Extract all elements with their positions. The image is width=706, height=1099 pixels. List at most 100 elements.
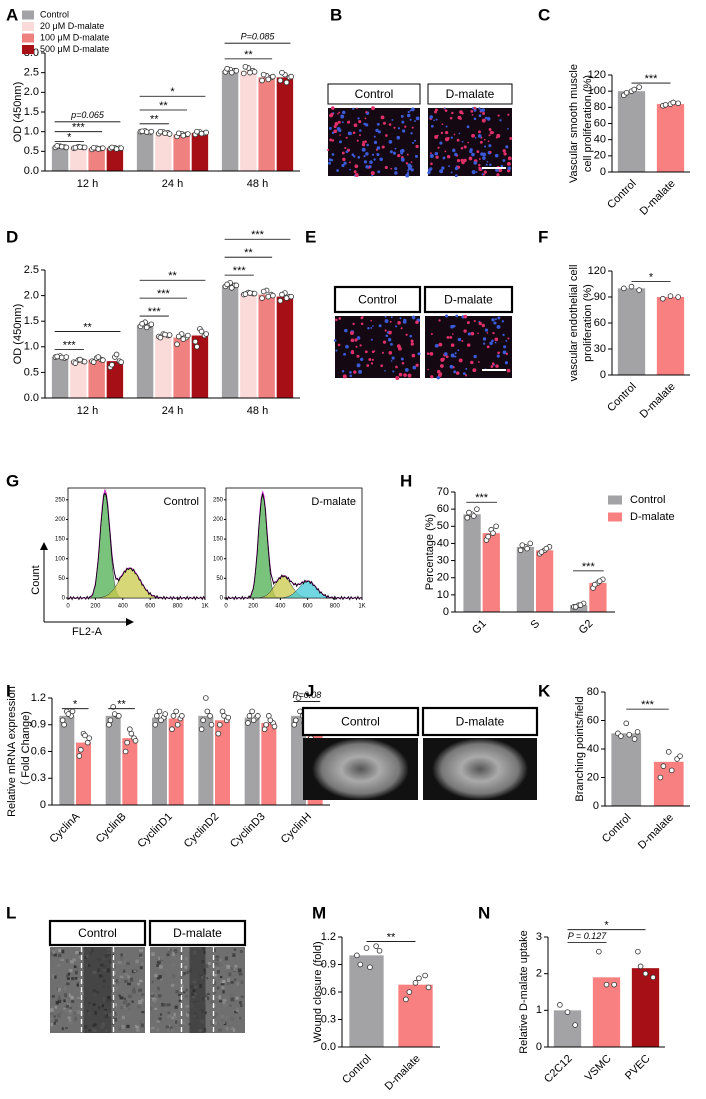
cell	[501, 320, 505, 323]
panel-letter: B	[330, 5, 342, 24]
cell	[467, 141, 470, 144]
data-point	[173, 708, 179, 715]
arrow-head	[40, 542, 48, 550]
texture	[237, 968, 242, 973]
cell	[470, 360, 474, 365]
significance-label: **	[244, 49, 253, 61]
data-point	[538, 549, 545, 555]
y-tick-label: 2.5	[24, 67, 39, 79]
texture	[129, 977, 134, 982]
texture	[171, 983, 175, 987]
texture	[230, 997, 235, 1002]
y-tick-label: 1.0	[24, 126, 39, 138]
texture	[174, 1005, 178, 1009]
texture	[139, 949, 144, 952]
bar	[105, 715, 121, 805]
data-point	[474, 506, 480, 512]
data-point	[162, 130, 168, 137]
texture	[115, 987, 118, 990]
cell	[435, 118, 438, 121]
cell	[414, 120, 416, 123]
cell	[341, 121, 344, 124]
y-tick-label: 0	[220, 596, 224, 602]
data-point	[249, 708, 255, 715]
label-box	[148, 919, 247, 947]
cell	[365, 152, 369, 156]
texture	[239, 950, 244, 953]
data-point	[100, 145, 106, 151]
significance-label: ***	[475, 492, 489, 504]
data-point	[224, 281, 230, 288]
data-point	[628, 283, 635, 290]
texture	[232, 953, 236, 957]
texture	[74, 970, 78, 975]
bar	[553, 1010, 582, 1047]
bar	[276, 77, 294, 171]
cell	[349, 371, 352, 374]
data-point	[611, 981, 617, 988]
cell	[412, 365, 417, 370]
texture	[124, 961, 127, 965]
data-point	[422, 972, 428, 979]
texture	[161, 971, 165, 975]
y-tick-label: 100	[55, 556, 66, 562]
data-point	[204, 708, 211, 715]
cell	[494, 153, 499, 158]
data-point	[78, 746, 84, 753]
cell	[389, 150, 393, 154]
subplot-title: Control	[164, 496, 199, 508]
cell	[478, 114, 482, 118]
cell	[482, 342, 486, 345]
bar	[617, 288, 646, 375]
cell	[355, 345, 358, 348]
texture	[178, 1006, 183, 1011]
texture	[125, 1003, 129, 1008]
data-point	[200, 717, 206, 724]
cell	[363, 155, 366, 158]
panel-letter: I	[6, 681, 11, 700]
cell	[504, 361, 509, 365]
cell	[430, 162, 433, 166]
texture	[224, 956, 228, 961]
texture	[220, 983, 225, 986]
texture	[117, 961, 122, 964]
cell	[378, 324, 382, 328]
cell	[371, 358, 374, 361]
x-tick-label: CyclinB	[94, 811, 129, 846]
data-point	[118, 145, 124, 151]
cell	[359, 344, 362, 347]
texture	[67, 1016, 71, 1019]
cell	[410, 165, 413, 168]
cell	[470, 109, 474, 113]
cell	[341, 370, 345, 373]
data-point	[277, 297, 284, 304]
x-tick-label: G2	[577, 618, 596, 637]
cell	[438, 319, 441, 322]
y-tick-label: 2.5	[24, 264, 39, 276]
significance-label: *	[604, 920, 609, 932]
x-tick-label: 0	[224, 604, 228, 610]
cell	[479, 109, 483, 112]
significance-label: P=0.08	[292, 690, 321, 700]
texture	[53, 953, 57, 957]
cell	[436, 369, 441, 374]
texture	[179, 1021, 182, 1024]
cell	[364, 350, 368, 354]
cell	[454, 152, 458, 157]
data-point	[636, 84, 642, 90]
texture	[237, 958, 240, 961]
cell	[403, 373, 407, 377]
cell	[353, 123, 358, 128]
texture	[137, 1005, 142, 1009]
cell	[371, 153, 375, 156]
data-point	[596, 578, 603, 584]
cell	[333, 339, 337, 342]
data-point	[156, 708, 163, 715]
texture	[236, 955, 239, 958]
texture	[217, 1000, 222, 1003]
bar	[173, 337, 190, 398]
texture	[59, 1010, 63, 1014]
data-point	[267, 717, 274, 724]
x-tick-label: 200	[248, 604, 259, 610]
cell	[388, 140, 393, 144]
